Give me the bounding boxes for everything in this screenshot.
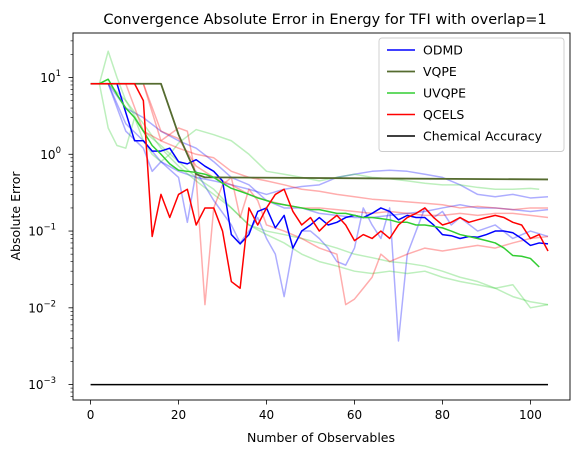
run-line-11 [90, 82, 549, 306]
y-tick-label: 10−1 [28, 223, 56, 239]
legend-label-uvqpe: UVQPE [423, 86, 466, 101]
legend-box [378, 37, 565, 152]
run-line-10 [90, 82, 549, 306]
legend-label-qcels: QCELS [423, 107, 464, 122]
y-axis: 10−3 10−2 10−1 100 101 [28, 40, 73, 397]
y-tick-label: 100 [40, 146, 61, 162]
x-axis-label: Number of Observables [247, 430, 395, 445]
x-tick-label: 0 [87, 408, 95, 422]
plot-frame [72, 32, 571, 401]
legend-label-vqpe: VQPE [423, 64, 457, 79]
run-line-9 [90, 50, 549, 309]
chart-title: Convergence Absolute Error in Energy for… [103, 12, 546, 28]
run-line-6 [90, 82, 549, 342]
y-axis-label: Absolute Error [8, 171, 23, 261]
x-axis: 0 20 40 60 80 100 [87, 400, 542, 422]
run-line-8 [90, 82, 540, 191]
x-tick-label: 100 [519, 408, 542, 422]
y-tick-label: 101 [40, 69, 61, 85]
legend: ODMD VQPE UVQPE QCELS Chemical Accuracy [378, 37, 565, 152]
run-line-5 [90, 82, 549, 199]
y-tick-label: 10−3 [28, 376, 56, 392]
run-line-12 [90, 82, 549, 211]
series-uvqpe-line [90, 78, 540, 268]
x-tick-label: 80 [435, 408, 450, 422]
x-tick-label: 20 [171, 408, 186, 422]
series-qcels-line [90, 82, 549, 289]
x-tick-label: 60 [347, 408, 362, 422]
legend-label-chemical-accuracy: Chemical Accuracy [423, 129, 543, 144]
legend-label-odmd: ODMD [423, 43, 463, 58]
series-layer [90, 50, 549, 386]
x-tick-label: 40 [259, 408, 274, 422]
y-tick-label: 10−2 [28, 299, 56, 315]
run-line-13 [90, 82, 549, 219]
run-line-7 [90, 82, 549, 219]
